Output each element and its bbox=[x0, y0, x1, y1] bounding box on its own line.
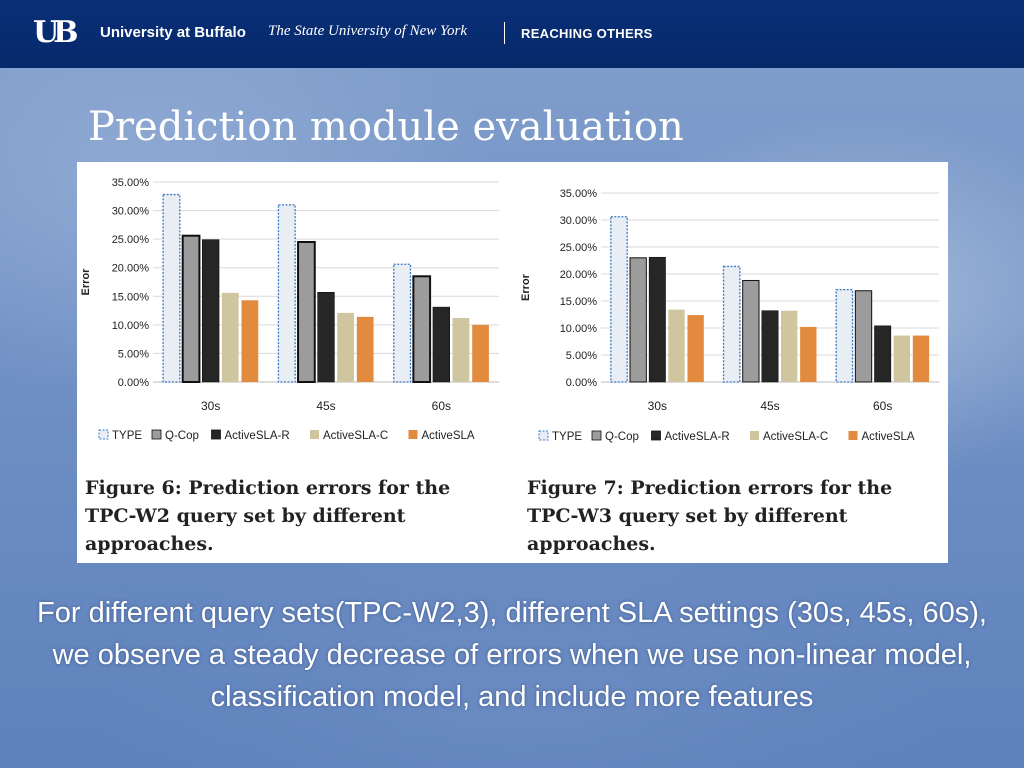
bar-activesla-c-30s bbox=[221, 292, 239, 382]
bar-activesla-c-60s bbox=[893, 335, 910, 382]
bar-q-cop-45s bbox=[297, 241, 316, 383]
x-category-label: 60s bbox=[873, 399, 892, 413]
bar-q-cop-30s bbox=[629, 257, 647, 383]
bar-activesla-r-30s bbox=[648, 256, 666, 383]
y-axis-label: Error bbox=[80, 268, 92, 296]
y-tick-label: 30.00% bbox=[560, 215, 598, 227]
figure-6-chart: 0.00% 5.00% 10.00% 15.00% 20.00% 25.00% 30.00%… bbox=[80, 177, 499, 442]
legend-label: ActiveSLA-R bbox=[665, 431, 730, 443]
x-category-label: 60s bbox=[432, 399, 451, 413]
suny-name: The State University of New York bbox=[268, 23, 468, 39]
y-tick-label: 30.00% bbox=[112, 206, 150, 218]
bar-activesla-r-60s bbox=[874, 325, 892, 383]
legend-swatch-activesla bbox=[408, 430, 418, 439]
y-tick-label: 0.00% bbox=[566, 377, 597, 389]
bar-q-cop-60s bbox=[854, 290, 873, 383]
bar-activesla-60s bbox=[912, 335, 930, 382]
x-category-label: 45s bbox=[316, 399, 335, 413]
legend-label: TYPE bbox=[112, 430, 142, 442]
y-tick-label: 5.00% bbox=[566, 350, 597, 362]
university-name: University at Buffalo bbox=[100, 24, 246, 41]
bar-activesla-r-60s bbox=[432, 306, 450, 383]
y-axis-label: Error bbox=[520, 273, 532, 301]
x-category-label: 45s bbox=[760, 399, 779, 413]
ub-logo: UB bbox=[33, 15, 79, 50]
bar-activesla-30s bbox=[241, 300, 259, 382]
bar-activesla-30s bbox=[687, 315, 704, 382]
legend-swatch-type bbox=[98, 429, 109, 440]
header-divider bbox=[504, 22, 505, 44]
y-tick-label: 20.00% bbox=[112, 263, 150, 275]
bar-activesla-r-45s bbox=[317, 291, 335, 383]
legend-label: Q-Cop bbox=[165, 430, 199, 442]
bar-activesla-r-45s bbox=[761, 310, 779, 383]
legend-label: ActiveSLA-C bbox=[323, 430, 388, 442]
y-tick-label: 0.00% bbox=[118, 377, 149, 389]
legend-swatch-q-cop bbox=[151, 429, 162, 440]
bar-q-cop-30s bbox=[181, 234, 201, 384]
y-tick-label: 5.00% bbox=[118, 348, 149, 360]
bar-type-30s bbox=[610, 216, 628, 383]
bar-type-30s bbox=[162, 193, 181, 383]
bar-activesla-c-30s bbox=[668, 309, 685, 382]
bar-activesla-c-45s bbox=[780, 310, 798, 382]
y-tick-label: 25.00% bbox=[112, 234, 150, 246]
y-tick-label: 35.00% bbox=[112, 177, 150, 189]
bar-activesla-60s bbox=[472, 324, 489, 382]
bar-type-60s bbox=[393, 263, 412, 383]
bar-activesla-r-30s bbox=[202, 239, 220, 383]
legend-label: TYPE bbox=[552, 431, 582, 443]
slide-body-text: For different query sets(TPC-W2,3), diff… bbox=[37, 597, 987, 713]
figure-7-caption: Figure 7: Prediction errors for the TPC-… bbox=[527, 477, 893, 555]
legend-label: ActiveSLA bbox=[862, 431, 915, 443]
legend-swatch-activesla bbox=[848, 431, 858, 440]
bar-type-45s bbox=[277, 204, 296, 383]
legend-swatch-activesla-r bbox=[651, 430, 661, 441]
y-tick-label: 15.00% bbox=[560, 296, 598, 308]
y-tick-label: 15.00% bbox=[112, 291, 150, 303]
y-tick-label: 35.00% bbox=[560, 188, 598, 200]
legend-swatch-q-cop bbox=[591, 430, 602, 441]
y-tick-label: 10.00% bbox=[112, 320, 150, 332]
bar-type-45s bbox=[722, 265, 741, 383]
bar-q-cop-45s bbox=[742, 279, 760, 383]
x-category-label: 30s bbox=[201, 399, 220, 413]
bar-type-60s bbox=[835, 289, 854, 383]
legend-swatch-activesla-c bbox=[750, 431, 759, 440]
legend-label: Q-Cop bbox=[605, 431, 639, 443]
bar-q-cop-60s bbox=[412, 275, 432, 383]
bar-activesla-45s bbox=[356, 316, 374, 382]
bar-activesla-c-45s bbox=[337, 312, 354, 382]
legend-label: ActiveSLA bbox=[422, 430, 475, 442]
figure-6-caption: Figure 6: Prediction errors for the TPC-… bbox=[85, 477, 451, 555]
y-tick-label: 25.00% bbox=[560, 242, 598, 254]
header-tagline: REACHING OTHERS bbox=[521, 26, 653, 41]
slide-title: Prediction module evaluation bbox=[88, 104, 684, 150]
legend-label: ActiveSLA-C bbox=[763, 431, 828, 443]
legend-label: ActiveSLA-R bbox=[225, 430, 290, 442]
bar-activesla-c-60s bbox=[452, 318, 470, 382]
y-tick-label: 20.00% bbox=[560, 269, 598, 281]
figure-7-chart: 0.00% 5.00% 10.00% 15.00% 20.00% 25.00% 30.00%… bbox=[520, 188, 939, 443]
legend-swatch-activesla-r bbox=[211, 429, 221, 440]
figures-panel: 0.00% 5.00% 10.00% 15.00% 20.00% 25.00% 30.00%… bbox=[77, 162, 948, 563]
y-tick-label: 10.00% bbox=[560, 323, 598, 335]
x-category-label: 30s bbox=[648, 399, 667, 413]
legend-swatch-type bbox=[538, 430, 549, 441]
header-bar: UB University at Buffalo The State Unive… bbox=[0, 0, 1024, 68]
legend-swatch-activesla-c bbox=[310, 430, 319, 439]
bar-activesla-45s bbox=[800, 326, 817, 382]
